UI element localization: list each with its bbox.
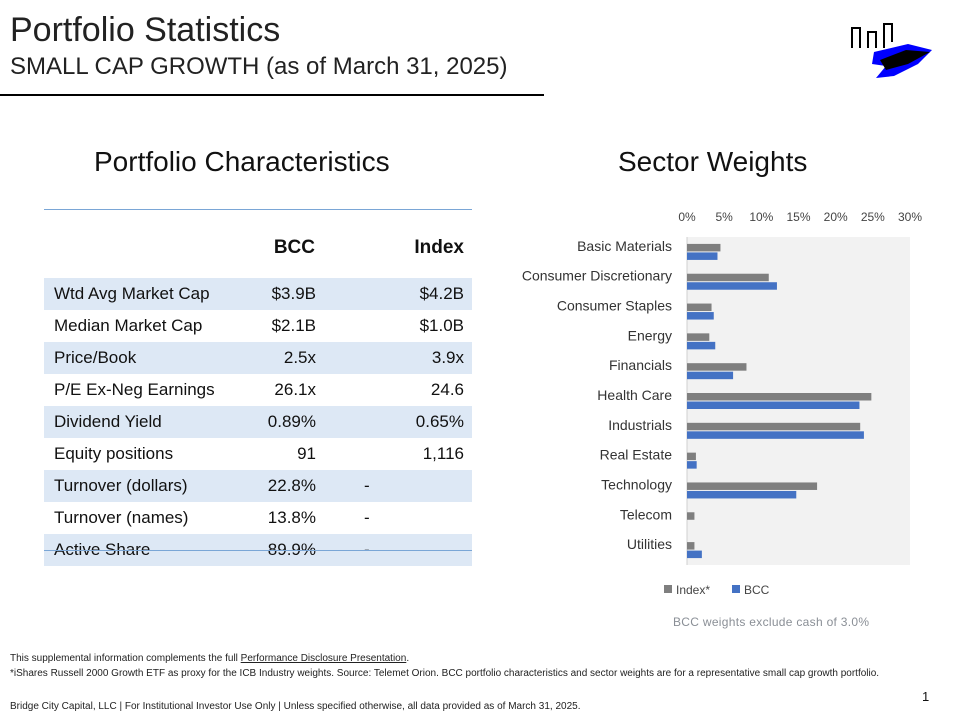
legend-swatch xyxy=(664,585,672,593)
x-tick-label: 30% xyxy=(898,210,922,224)
row-label: Equity positions xyxy=(54,444,174,463)
disclosure-prefix: This supplemental information complement… xyxy=(10,653,241,664)
bar-index xyxy=(687,273,769,282)
sector-weights-title: Sector Weights xyxy=(618,146,808,177)
bar-index xyxy=(687,333,710,341)
table-row: Price/Book 2.5x 3.9x xyxy=(44,342,472,374)
legend-label: BCC xyxy=(744,583,770,597)
characteristics-title: Portfolio Characteristics xyxy=(94,146,390,177)
row-index-value: $4.2B xyxy=(316,278,472,310)
bar-bcc xyxy=(687,490,797,499)
table-row: P/E Ex-Neg Earnings 26.1x 24.6 xyxy=(44,374,472,406)
category-label: Technology xyxy=(601,476,672,492)
row-index-value: 1,116 xyxy=(422,444,464,463)
x-tick-label: 25% xyxy=(861,210,885,224)
row-label: Price/Book xyxy=(44,342,216,374)
bar-index xyxy=(687,363,747,371)
company-logo xyxy=(851,23,932,78)
row-bcc-value: 22.8% xyxy=(216,470,316,502)
category-label: Industrials xyxy=(608,417,672,433)
row-label: Turnover (names) xyxy=(54,508,189,527)
row-bcc-value: 2.5x xyxy=(216,342,316,374)
page-number: 1 xyxy=(922,689,930,704)
header-blank xyxy=(44,209,216,278)
bar-index xyxy=(687,542,695,550)
category-label: Financials xyxy=(609,357,672,373)
bar-bcc xyxy=(687,461,697,469)
bar-index xyxy=(687,303,712,312)
row-bcc-value: $2.1B xyxy=(271,316,316,335)
x-tick-label: 5% xyxy=(715,210,733,224)
bar-index xyxy=(687,482,818,490)
bar-index xyxy=(687,422,861,431)
page-subtitle: SMALL CAP GROWTH (as of March 31, 2025) xyxy=(10,53,508,80)
row-index-value: - xyxy=(316,470,472,502)
category-label: Telecom xyxy=(620,506,672,522)
category-label: Health Care xyxy=(597,387,672,403)
bar-bcc xyxy=(687,312,714,320)
cash-note: BCC weights exclude cash of 3.0% xyxy=(673,615,870,629)
performance-disclosure-link[interactable]: Performance Disclosure Presentation xyxy=(240,653,407,664)
characteristics-table: BCC Index Wtd Avg Market Cap $3.9B $4.2B Me… xyxy=(44,209,472,566)
row-label: P/E Ex-Neg Earnings xyxy=(54,380,215,399)
bar-bcc xyxy=(687,341,716,350)
sector-weights-chart: 0% 5% 10% 15% 20% 25% 30% Basic Materials Consum… xyxy=(522,210,923,597)
table-row: Equity positions 91 1,116 xyxy=(44,438,472,470)
category-label: Basic Materials xyxy=(577,238,672,254)
logo-bars-icon xyxy=(851,23,893,48)
table-top-rule xyxy=(44,209,472,210)
category-label: Real Estate xyxy=(600,447,673,463)
table-row: Turnover (dollars) 22.8% - xyxy=(44,470,472,502)
row-bcc-value: 13.8% xyxy=(267,508,316,527)
row-label: Turnover (dollars) xyxy=(44,470,216,502)
table-header-row: BCC Index xyxy=(44,209,472,278)
row-index-value: 3.9x xyxy=(316,342,472,374)
row-label: Dividend Yield xyxy=(44,406,216,438)
x-tick-label: 15% xyxy=(786,210,810,224)
row-index-value: $1.0B xyxy=(419,316,464,335)
table-row: Dividend Yield 0.89% 0.65% xyxy=(44,406,472,438)
row-bcc-value: 26.1x xyxy=(274,380,316,399)
row-bcc-value: 91 xyxy=(297,444,316,463)
table-row: Median Market Cap $2.1B $1.0B xyxy=(44,310,472,342)
bar-bcc xyxy=(687,431,864,439)
row-label: Wtd Avg Market Cap xyxy=(44,278,216,310)
bar-index xyxy=(687,512,695,520)
bar-bcc xyxy=(687,401,860,409)
row-index-value: - xyxy=(364,508,370,527)
disclosure-suffix: . xyxy=(406,653,410,664)
title-divider xyxy=(0,94,544,96)
firm-disclaimer: Bridge City Capital, LLC | For Instituti… xyxy=(10,701,581,712)
header-bcc: BCC xyxy=(273,237,315,258)
bar-bcc xyxy=(687,282,777,290)
bar-index xyxy=(687,452,696,461)
bar-index xyxy=(687,243,721,252)
table-row: Wtd Avg Market Cap $3.9B $4.2B xyxy=(44,278,472,310)
plot-area xyxy=(687,237,910,565)
bar-bcc xyxy=(687,550,702,559)
x-tick-label: 0% xyxy=(678,210,696,224)
bar-bcc xyxy=(687,252,718,260)
category-label: Consumer Discretionary xyxy=(522,268,672,284)
category-label: Consumer Staples xyxy=(557,298,672,314)
x-tick-label: 10% xyxy=(749,210,773,224)
bar-bcc xyxy=(687,371,734,380)
page-title: Portfolio Statistics xyxy=(10,11,281,49)
header-index: Index xyxy=(414,237,464,258)
row-bcc-value: $3.9B xyxy=(216,278,316,310)
legend-swatch xyxy=(732,585,740,593)
row-label: Median Market Cap xyxy=(54,316,203,335)
source-note: *iShares Russell 2000 Growth ETF as prox… xyxy=(10,668,880,679)
table-row: Turnover (names) 13.8% - xyxy=(44,502,472,534)
bar-index xyxy=(687,393,872,401)
category-label: Utilities xyxy=(627,536,672,552)
table-bottom-rule xyxy=(44,550,472,551)
x-tick-label: 20% xyxy=(824,210,848,224)
disclosure-line: This supplemental information complement… xyxy=(10,653,409,664)
row-index-value: 0.65% xyxy=(316,406,472,438)
row-bcc-value: 0.89% xyxy=(216,406,316,438)
row-index-value: 24.6 xyxy=(430,380,464,399)
legend-label: Index* xyxy=(676,583,710,597)
category-label: Energy xyxy=(628,327,672,343)
